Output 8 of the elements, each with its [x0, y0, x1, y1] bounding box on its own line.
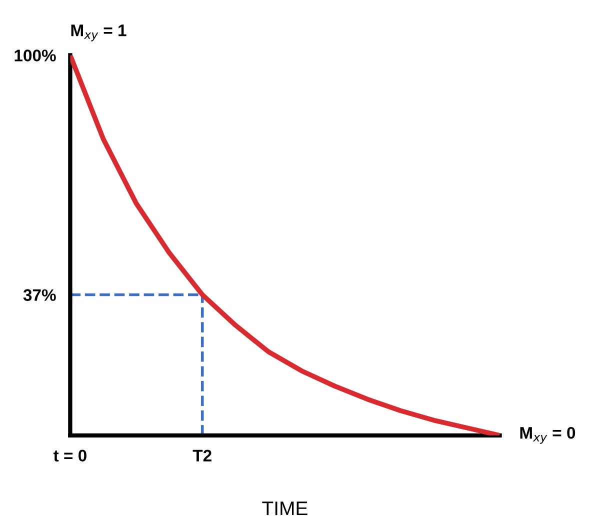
text: M$_{xy}$ = 1: [71, 24, 126, 42]
y-tick-label: 37%: [23, 289, 56, 301]
y-tick-label: 100%: [14, 50, 56, 62]
x-axis-title: TIME: [262, 502, 308, 516]
line-series: [70, 55, 500, 436]
x-tick-label: t = 0: [54, 450, 86, 462]
text: M$_{xy}$ = 0: [520, 427, 576, 444]
x-tick-label: T2: [192, 450, 212, 462]
